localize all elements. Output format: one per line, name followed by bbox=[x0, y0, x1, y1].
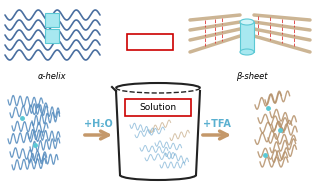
Text: β-sheet: β-sheet bbox=[236, 72, 268, 81]
Text: α-helix: α-helix bbox=[38, 72, 66, 81]
Text: +H₂O: +H₂O bbox=[84, 119, 112, 129]
FancyBboxPatch shape bbox=[127, 34, 173, 50]
Text: Solution: Solution bbox=[139, 103, 177, 112]
Bar bbox=[45, 13, 59, 27]
Ellipse shape bbox=[240, 49, 254, 55]
Bar bbox=[45, 29, 59, 43]
Text: Solid: Solid bbox=[138, 37, 162, 47]
FancyBboxPatch shape bbox=[125, 99, 191, 116]
Text: +TFA: +TFA bbox=[203, 119, 231, 129]
Bar bbox=[240, 22, 254, 52]
Ellipse shape bbox=[240, 19, 254, 25]
